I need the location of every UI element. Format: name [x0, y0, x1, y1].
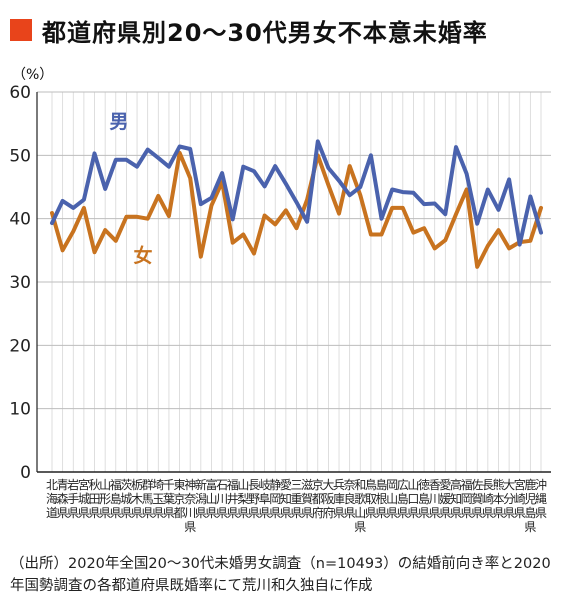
x-tick-label: 大阪府: [322, 478, 334, 520]
x-tick-label: 山形県: [99, 478, 111, 520]
chart-title: 都道府県別20〜30代男女不本意未婚率: [42, 18, 488, 47]
x-tick-label: 福岡県: [461, 477, 473, 520]
x-tick-label: 熊本県: [492, 477, 504, 520]
series-layer: [50, 139, 543, 269]
y-tick-label: 50: [9, 146, 31, 166]
x-tick-label: 香川県: [429, 478, 441, 520]
series-line-female: [50, 150, 543, 269]
x-tick-label: 愛媛県: [439, 478, 451, 520]
x-tick-label: 鳥取県: [365, 477, 377, 520]
x-tick-label: 石川県: [216, 478, 228, 520]
x-tick-label: 富山県: [205, 477, 217, 520]
x-tick-label: 大分県: [503, 478, 515, 520]
x-tick-label: 新潟県: [195, 477, 207, 520]
x-tick-label: 長野県: [248, 478, 260, 520]
x-tick-label: 兵庫県: [333, 478, 345, 520]
y-tick-label: 10: [9, 400, 31, 420]
y-tick-label: 30: [9, 273, 31, 293]
x-tick-label: 福島県: [110, 477, 122, 520]
y-axis-unit: （%）: [12, 67, 54, 83]
x-tick-label: 滋賀県: [301, 478, 313, 520]
x-tick-label: 神奈川県: [184, 478, 196, 534]
x-tick-label: 千葉県: [163, 478, 175, 520]
x-tick-label: 岐阜県: [259, 478, 271, 520]
x-tick-label: 長崎県: [482, 478, 494, 520]
x-tick-label: 茨城県: [120, 478, 132, 520]
x-tick-label: 宮崎県: [514, 477, 526, 520]
x-tick-label: 京都府: [312, 478, 324, 520]
title-block: 都道府県別20〜30代男女不本意未婚率: [10, 12, 488, 48]
y-tick-label: 0: [20, 463, 31, 483]
x-tick-label: 群馬県: [142, 478, 154, 520]
x-tick-label: 東京都: [174, 478, 186, 520]
x-tick-label: 三重県: [290, 478, 302, 520]
y-tick-label: 40: [9, 210, 31, 230]
x-tick-label: 徳島県: [418, 477, 430, 520]
y-tick-label: 20: [9, 336, 31, 356]
x-tick-label: 山口県: [407, 478, 419, 520]
series-annotation-female: 女: [133, 244, 152, 267]
x-tick-label: 山梨県: [237, 478, 249, 520]
title-marker: [10, 19, 32, 41]
x-tick-label: 高知県: [450, 477, 462, 520]
x-tick-label: 秋田県: [89, 478, 101, 520]
x-tick-label: 沖縄県: [535, 478, 547, 520]
x-tick-label: 青森県: [57, 478, 69, 520]
x-tick-labels: 北海道青森県岩手県宮城県秋田県山形県福島県茨城県栃木県群馬県埼玉県千葉県東京都神…: [46, 477, 547, 534]
x-tick-label: 静岡県: [269, 478, 281, 520]
x-tick-label: 福井県: [227, 477, 239, 520]
series-annotation-male: 男: [109, 111, 128, 133]
x-tick-label: 鹿児島県: [524, 477, 536, 534]
x-tick-label: 広島県: [397, 478, 409, 520]
x-tick-label: 岩手県: [67, 477, 79, 520]
annotation-layer: 男女: [109, 111, 152, 267]
x-tick-label: 栃木県: [131, 478, 143, 520]
source-note: （出所）2020年全国20〜30代未婚男女調査（n=10493）の結婚前向き率と…: [10, 556, 551, 594]
x-tick-label: 愛知県: [280, 478, 292, 520]
x-tick-label: 和歌山県: [354, 478, 366, 534]
x-tick-label: 北海道: [46, 478, 58, 520]
grid-layer: 0 10 20 30 40 50 60: [9, 83, 551, 483]
x-tick-label: 奈良県: [344, 478, 356, 520]
x-tick-label: 埼玉県: [152, 478, 164, 520]
x-tick-label: 岡山県: [386, 478, 398, 520]
x-tick-label: 宮城県: [78, 477, 90, 520]
x-tick-label: 佐賀県: [471, 478, 483, 520]
y-tick-label: 60: [9, 83, 31, 103]
x-tick-label: 島根県: [376, 477, 388, 520]
series-line-male: [50, 139, 543, 247]
